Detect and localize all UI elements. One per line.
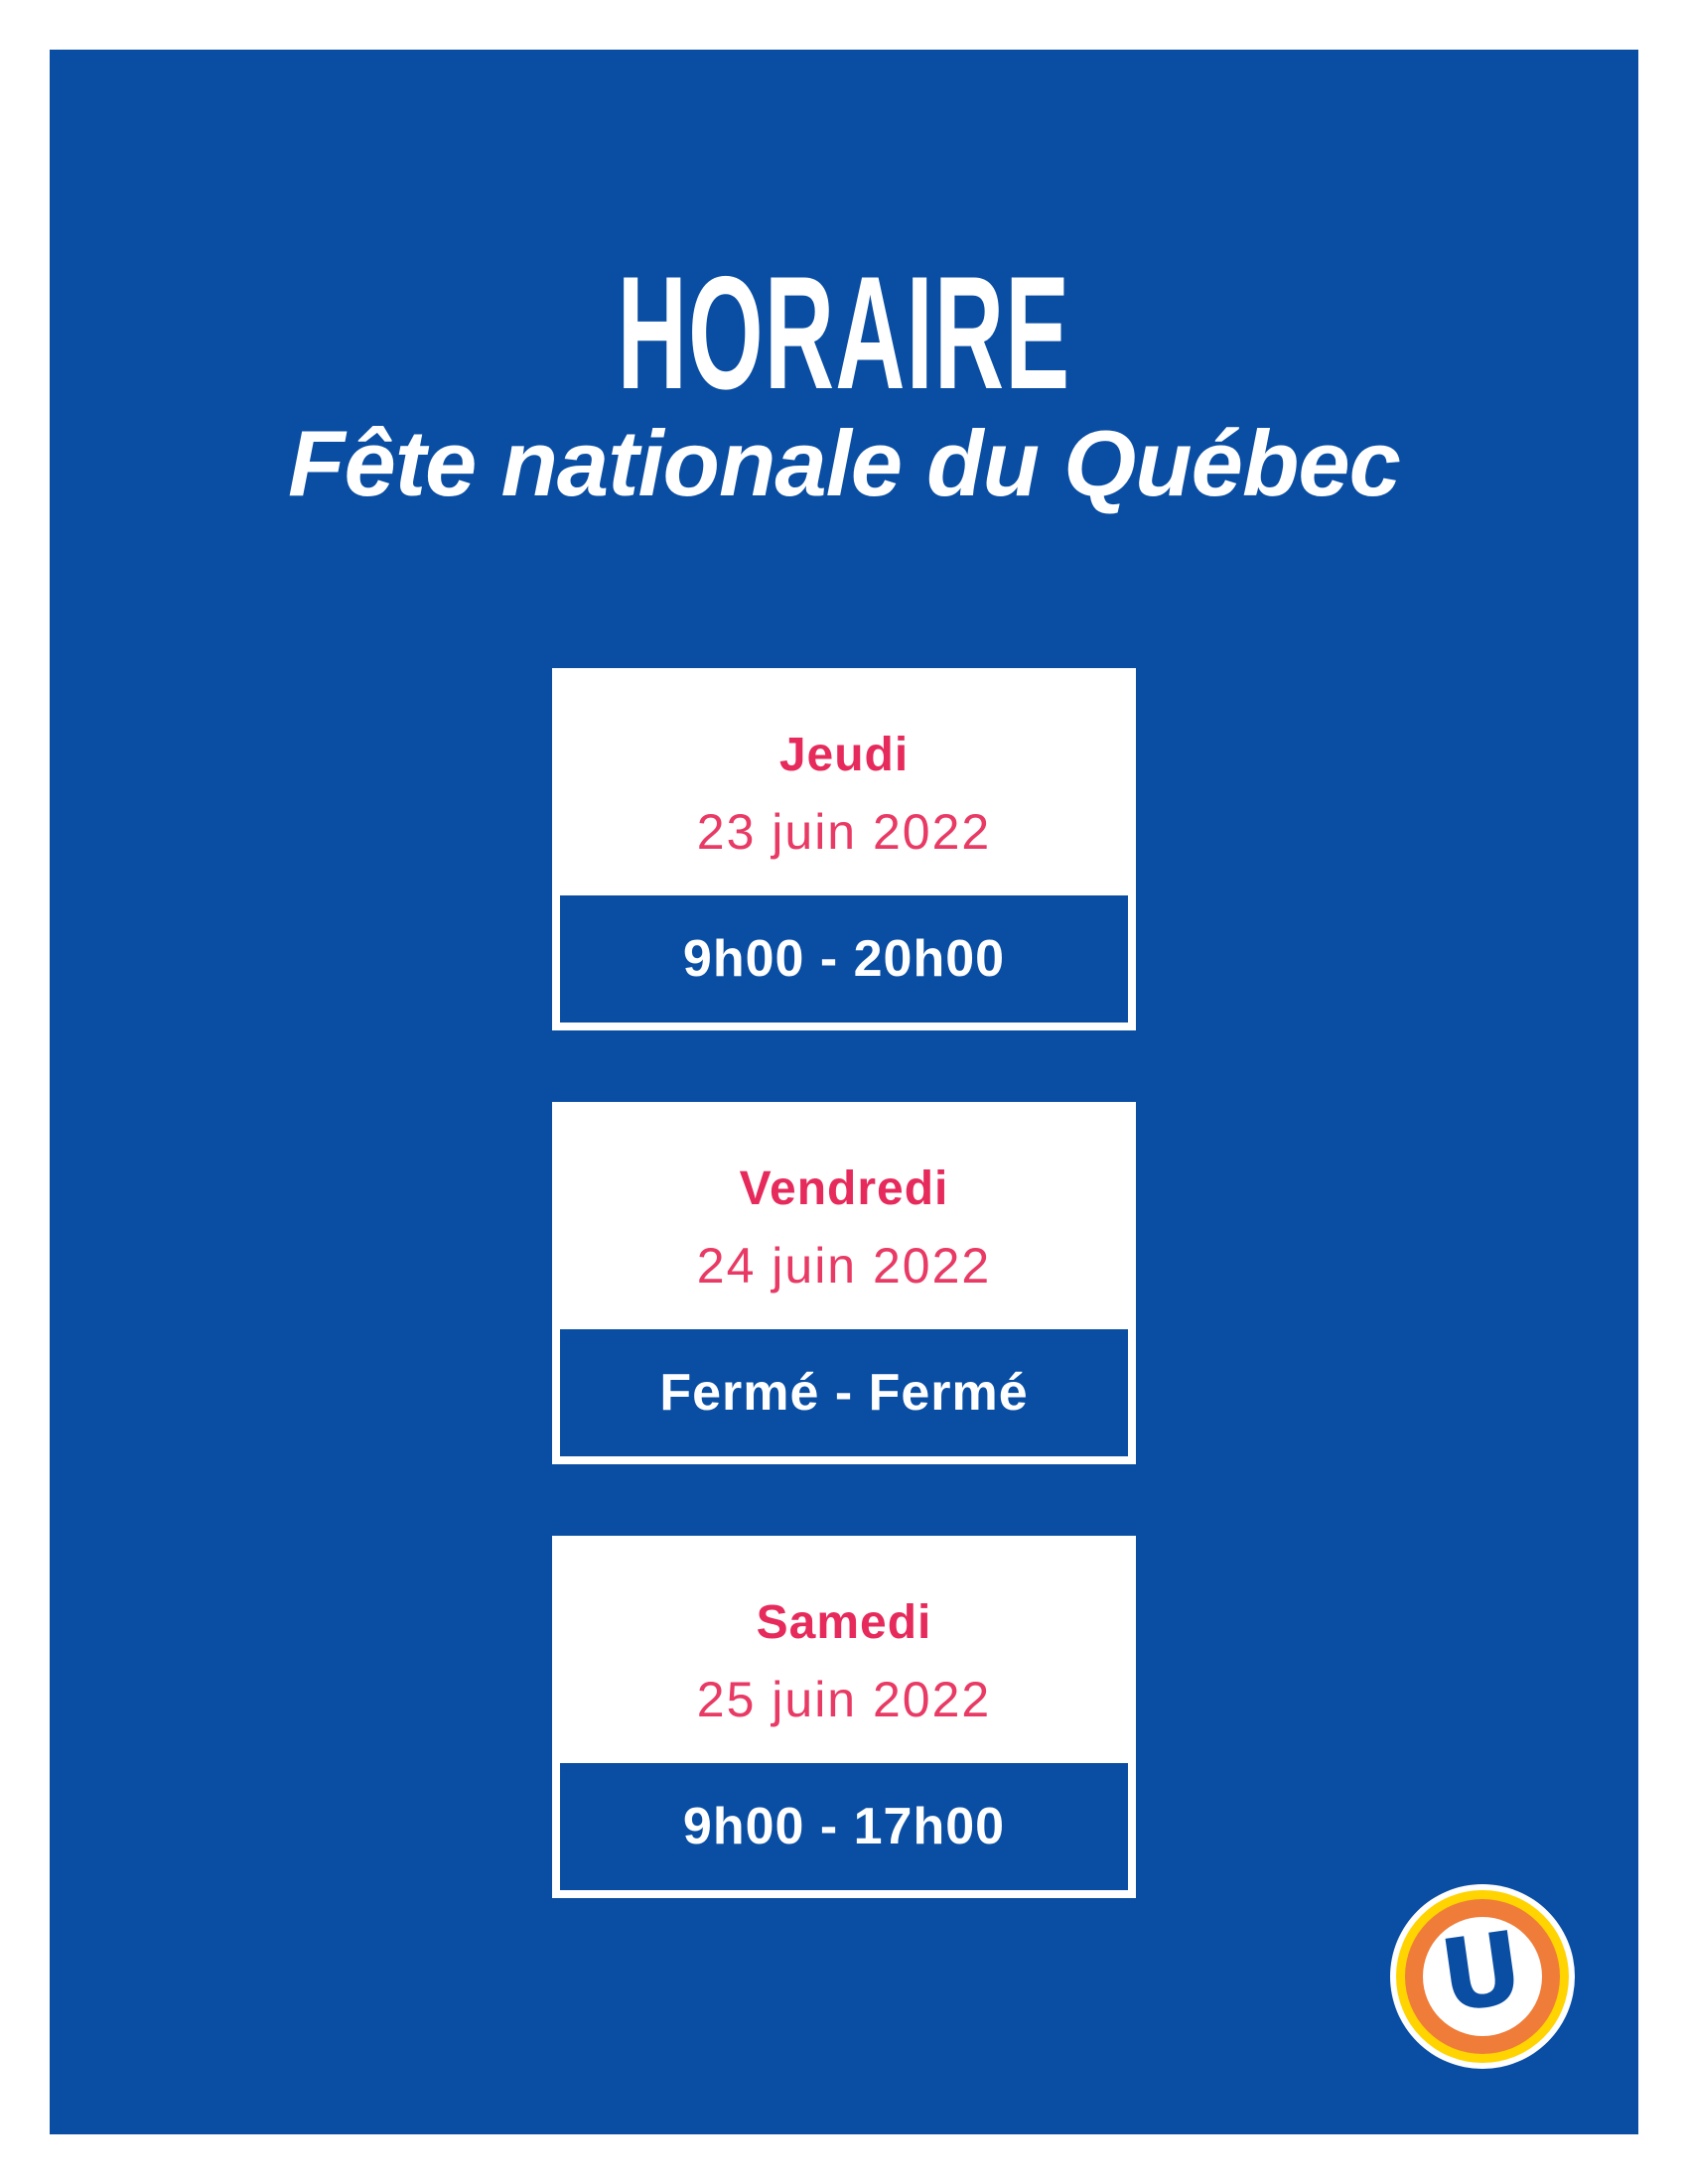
schedule-card-saturday: Samedi 25 juin 2022 9h00 - 17h00 bbox=[552, 1536, 1136, 1898]
date-label: 25 juin 2022 bbox=[696, 1672, 992, 1727]
schedule-card-friday: Vendredi 24 juin 2022 Fermé - Fermé bbox=[552, 1102, 1136, 1464]
hours-label: 9h00 - 20h00 bbox=[682, 930, 1006, 988]
date-label: 24 juin 2022 bbox=[696, 1238, 992, 1294]
u-circle-logo-icon: U bbox=[1390, 1884, 1575, 2069]
logo-center: U bbox=[1423, 1908, 1542, 2036]
poster-title: HORAIRE bbox=[617, 243, 1071, 423]
poster-background: HORAIRE Fête nationale du Québec Jeudi 2… bbox=[50, 50, 1638, 2134]
schedule-card-thursday: Jeudi 23 juin 2022 9h00 - 20h00 bbox=[552, 668, 1136, 1030]
hours-band: 9h00 - 17h00 bbox=[560, 1763, 1128, 1890]
day-label: Samedi bbox=[756, 1596, 932, 1649]
hours-band: 9h00 - 20h00 bbox=[560, 895, 1128, 1023]
poster-subtitle: Fête nationale du Québec bbox=[288, 411, 1401, 515]
hours-band: Fermé - Fermé bbox=[560, 1329, 1128, 1456]
day-label: Jeudi bbox=[778, 729, 910, 781]
hours-label: Fermé - Fermé bbox=[659, 1364, 1029, 1422]
day-label: Vendredi bbox=[739, 1162, 949, 1215]
hours-label: 9h00 - 17h00 bbox=[682, 1798, 1006, 1855]
logo-letter-u: U bbox=[1434, 1908, 1530, 2036]
date-label: 23 juin 2022 bbox=[696, 804, 992, 860]
